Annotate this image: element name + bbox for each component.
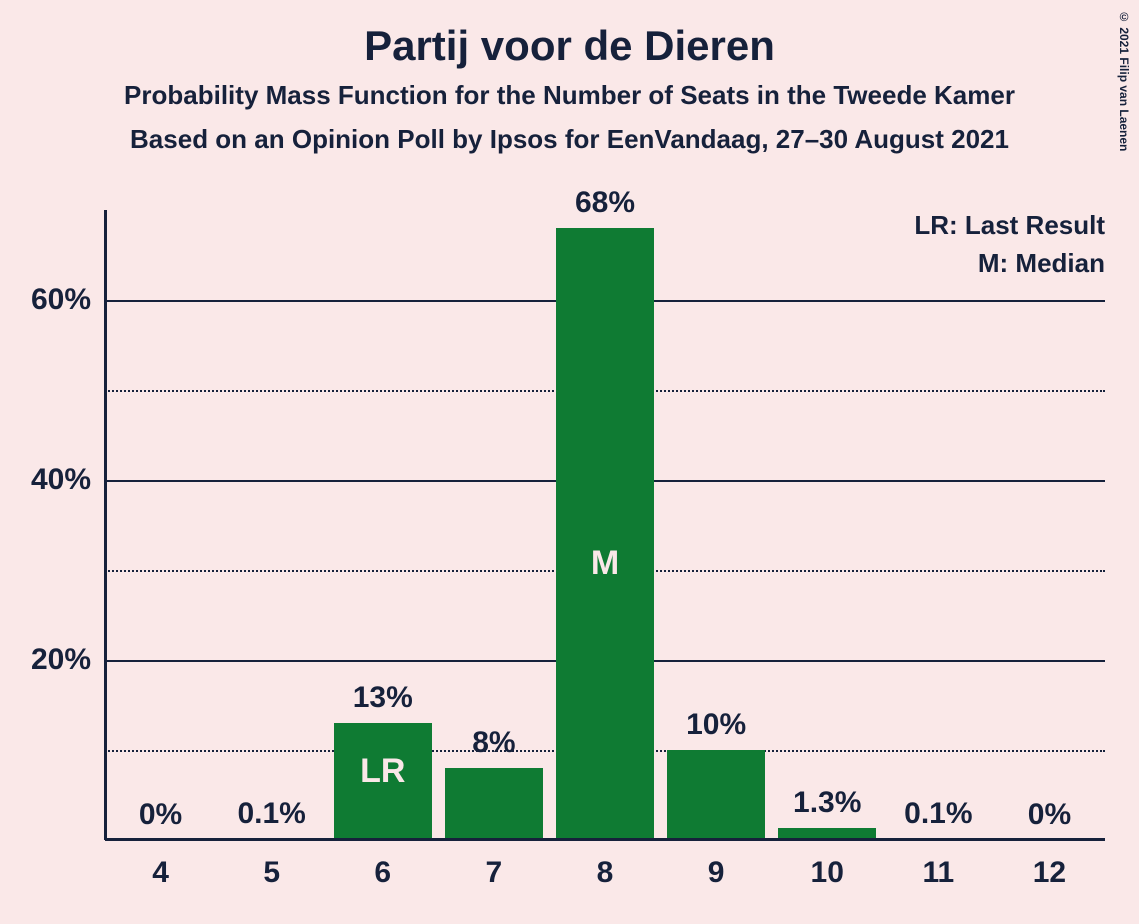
y-tick-label: 20%: [31, 643, 91, 677]
bar-value-label: 10%: [686, 708, 746, 742]
bar-value-label: 8%: [472, 726, 515, 760]
x-tick-label: 7: [486, 856, 503, 890]
copyright-label: © 2021 Filip van Laenen: [1117, 10, 1131, 151]
x-tick-label: 8: [597, 856, 614, 890]
bar-value-label: 1.3%: [793, 786, 861, 820]
chart-title: Partij voor de Dieren: [0, 22, 1139, 70]
chart-subtitle-1: Probability Mass Function for the Number…: [0, 80, 1139, 111]
x-tick-label: 4: [152, 856, 169, 890]
bar-value-label: 0.1%: [237, 797, 305, 831]
chart-container: Partij voor de Dieren Probability Mass F…: [0, 0, 1139, 924]
y-tick-label: 40%: [31, 463, 91, 497]
bar-inner-label: M: [591, 544, 619, 583]
bar-value-label: 13%: [353, 681, 413, 715]
bar: [556, 228, 654, 840]
legend-line: LR: Last Result: [914, 210, 1105, 241]
x-tick-label: 5: [263, 856, 280, 890]
chart-subtitle-2: Based on an Opinion Poll by Ipsos for Ee…: [0, 124, 1139, 155]
x-tick-label: 9: [708, 856, 725, 890]
bar: [445, 768, 543, 840]
x-axis-line: [105, 838, 1105, 841]
bar-inner-label: LR: [360, 752, 405, 791]
bar-value-label: 0%: [139, 798, 182, 832]
bar-value-label: 0%: [1028, 798, 1071, 832]
bar-value-label: 68%: [575, 186, 635, 220]
bar-value-label: 0.1%: [904, 797, 972, 831]
plot-area: 20%40%60%0%40.1%513%LR68%768%M810%91.3%1…: [105, 210, 1105, 840]
y-tick-label: 60%: [31, 283, 91, 317]
y-axis-line: [104, 210, 107, 840]
legend-line: M: Median: [978, 248, 1105, 279]
x-tick-label: 11: [922, 856, 954, 890]
bar: [667, 750, 765, 840]
x-tick-label: 6: [374, 856, 391, 890]
x-tick-label: 12: [1033, 856, 1066, 890]
x-tick-label: 10: [811, 856, 844, 890]
